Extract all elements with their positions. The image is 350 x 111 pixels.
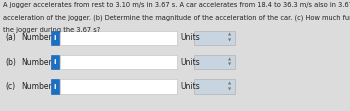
FancyBboxPatch shape xyxy=(194,31,235,45)
FancyBboxPatch shape xyxy=(60,55,177,69)
Text: i: i xyxy=(54,35,56,41)
Text: ▼: ▼ xyxy=(228,39,231,43)
Text: ▲: ▲ xyxy=(228,33,231,37)
Text: Units: Units xyxy=(181,82,200,91)
Text: ▼: ▼ xyxy=(228,87,231,91)
Text: Units: Units xyxy=(181,58,200,67)
FancyBboxPatch shape xyxy=(51,79,60,94)
Text: i: i xyxy=(54,84,56,90)
FancyBboxPatch shape xyxy=(194,55,235,69)
Text: Units: Units xyxy=(181,33,200,42)
Text: ▲: ▲ xyxy=(228,82,231,86)
Text: the jogger during the 3.67 s?: the jogger during the 3.67 s? xyxy=(3,27,100,33)
Text: A jogger accelerates from rest to 3.10 m/s in 3.67 s. A car accelerates from 18.: A jogger accelerates from rest to 3.10 m… xyxy=(3,2,350,8)
Text: (b): (b) xyxy=(5,58,16,67)
Text: ▼: ▼ xyxy=(228,63,231,67)
Text: Number: Number xyxy=(21,33,52,42)
FancyBboxPatch shape xyxy=(51,55,60,69)
Text: ▲: ▲ xyxy=(228,57,231,61)
Text: Number: Number xyxy=(21,58,52,67)
FancyBboxPatch shape xyxy=(60,31,177,45)
FancyBboxPatch shape xyxy=(60,79,177,94)
FancyBboxPatch shape xyxy=(51,31,60,45)
FancyBboxPatch shape xyxy=(194,79,235,94)
Text: acceleration of the jogger. (b) Determine the magnitude of the acceleration of t: acceleration of the jogger. (b) Determin… xyxy=(3,14,350,21)
Text: Number: Number xyxy=(21,82,52,91)
Text: (a): (a) xyxy=(5,33,16,42)
Text: i: i xyxy=(54,59,56,65)
Text: (c): (c) xyxy=(5,82,15,91)
